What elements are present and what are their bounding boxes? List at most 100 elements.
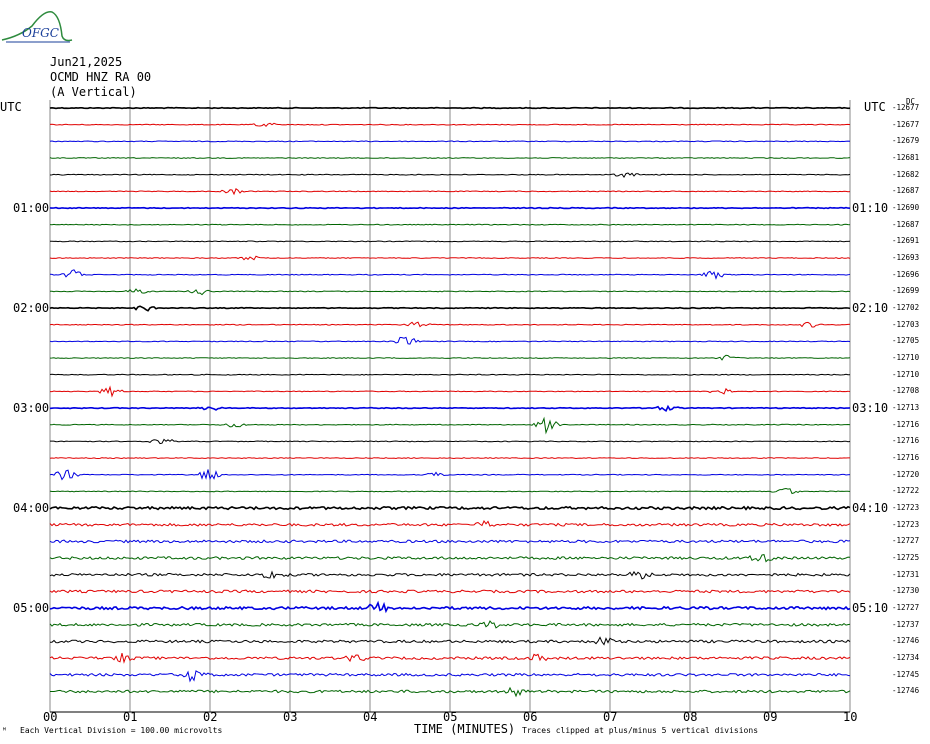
offset-label: -12734 xyxy=(892,653,920,663)
offset-label: -12727 xyxy=(892,536,920,546)
x-tick-label: 03 xyxy=(283,710,298,724)
trace-line xyxy=(50,288,851,296)
utc-left-label: UTC xyxy=(0,100,22,114)
trace-line xyxy=(49,519,851,527)
trace-line xyxy=(49,172,851,179)
logo-text: OFGC xyxy=(22,26,59,40)
trace-line xyxy=(49,269,851,280)
footer-corner: ᴹ xyxy=(2,726,7,735)
trace-line xyxy=(49,652,851,664)
header-component: (A Vertical) xyxy=(50,85,137,99)
trace-line xyxy=(49,188,851,196)
trace-line xyxy=(49,457,850,460)
offset-label: -12705 xyxy=(892,336,920,346)
trace-line xyxy=(49,157,851,159)
offset-label: -12716 xyxy=(892,419,920,429)
offset-label: -12679 xyxy=(892,136,920,146)
offset-label: -12746 xyxy=(892,686,920,696)
offset-label: -12723 xyxy=(892,519,920,529)
offset-label: -12710 xyxy=(892,369,920,379)
offset-label: -12746 xyxy=(892,636,920,646)
right-time-label: 04:10 xyxy=(852,501,889,516)
offset-label: -12693 xyxy=(892,253,920,263)
left-time-label: 04:00 xyxy=(13,501,50,516)
x-axis-label: TIME (MINUTES) xyxy=(414,722,516,736)
left-time-label: 03:00 xyxy=(13,401,50,416)
left-time-label: 05:00 xyxy=(13,601,50,616)
offset-label: -12713 xyxy=(892,403,920,413)
offset-label: -12745 xyxy=(892,669,920,679)
trace-line xyxy=(49,354,851,361)
trace-line xyxy=(49,570,851,580)
offset-label: -12723 xyxy=(892,503,920,513)
trace-line xyxy=(49,505,851,511)
trace-line xyxy=(49,469,851,481)
logo-graphic xyxy=(1,11,73,43)
offset-label: -12716 xyxy=(892,453,920,463)
offset-label: -12702 xyxy=(892,303,920,313)
offset-label: -12677 xyxy=(892,103,920,112)
offset-label: -12725 xyxy=(892,553,920,563)
trace-line xyxy=(50,438,851,445)
offset-label: -12699 xyxy=(892,286,920,296)
offset-label: -12708 xyxy=(892,386,920,396)
offset-label: -12696 xyxy=(892,269,920,279)
offset-label: -12737 xyxy=(892,619,920,629)
left-time-label: 01:00 xyxy=(13,201,50,216)
offset-label: -12681 xyxy=(892,153,920,162)
offset-label: -12687 xyxy=(892,186,920,196)
trace-line xyxy=(49,589,851,594)
dc-label: DC xyxy=(906,97,916,106)
x-tick-label: 07 xyxy=(603,710,618,724)
utc-right-label: UTC xyxy=(864,100,886,114)
right-time-label: 01:10 xyxy=(852,201,889,216)
footer-clip-note: Traces clipped at plus/minus 5 vertical … xyxy=(522,726,759,735)
header-date: Jun21,2025 xyxy=(50,55,123,69)
trace-line xyxy=(49,321,851,328)
offset-label: -12687 xyxy=(892,219,920,229)
offset-label: -12710 xyxy=(892,353,920,363)
x-tick-label: 04 xyxy=(363,710,378,724)
footer-scale-note: Each Vertical Division = 100.00 microvol… xyxy=(20,726,223,735)
trace-line xyxy=(49,487,851,495)
trace-line xyxy=(49,305,851,312)
trace-line xyxy=(49,106,851,110)
trace-line xyxy=(49,600,851,614)
offset-label: -12690 xyxy=(892,203,920,213)
offset-label: -12682 xyxy=(892,169,920,179)
trace-line xyxy=(49,122,851,128)
trace-line xyxy=(49,255,851,261)
trace-line xyxy=(49,404,851,412)
trace-line xyxy=(49,206,851,210)
trace-line xyxy=(50,385,851,398)
trace-line xyxy=(49,336,851,345)
offset-label: -12730 xyxy=(892,586,920,596)
trace-line xyxy=(49,539,851,544)
x-tick-label: 02 xyxy=(203,710,218,724)
x-tick-label: 10 xyxy=(843,710,858,724)
x-tick-label: 05 xyxy=(443,710,458,724)
x-tick-label: 01 xyxy=(123,710,138,724)
trace-line xyxy=(50,686,851,698)
offset-label: -12677 xyxy=(892,119,920,129)
trace-line xyxy=(49,373,850,376)
trace-line xyxy=(49,670,851,683)
right-time-label: 05:10 xyxy=(852,601,889,616)
offset-label: -12727 xyxy=(892,603,920,613)
left-time-label: 02:00 xyxy=(13,301,50,316)
x-tick-label: 06 xyxy=(523,710,538,724)
right-time-label: 03:10 xyxy=(852,401,889,416)
right-time-label: 02:10 xyxy=(852,301,889,316)
offset-label: -12716 xyxy=(892,436,920,446)
logo: OFGC xyxy=(0,4,75,44)
header-station: OCMD HNZ RA 00 xyxy=(50,70,152,84)
offset-label: -12691 xyxy=(892,236,920,246)
trace-line xyxy=(49,223,851,226)
offset-label: -12720 xyxy=(892,469,920,479)
x-tick-label: 09 xyxy=(763,710,778,724)
trace-line xyxy=(49,620,851,629)
x-tick-label: 08 xyxy=(683,710,698,724)
trace-line xyxy=(49,636,851,646)
offset-label: -12731 xyxy=(892,569,920,579)
